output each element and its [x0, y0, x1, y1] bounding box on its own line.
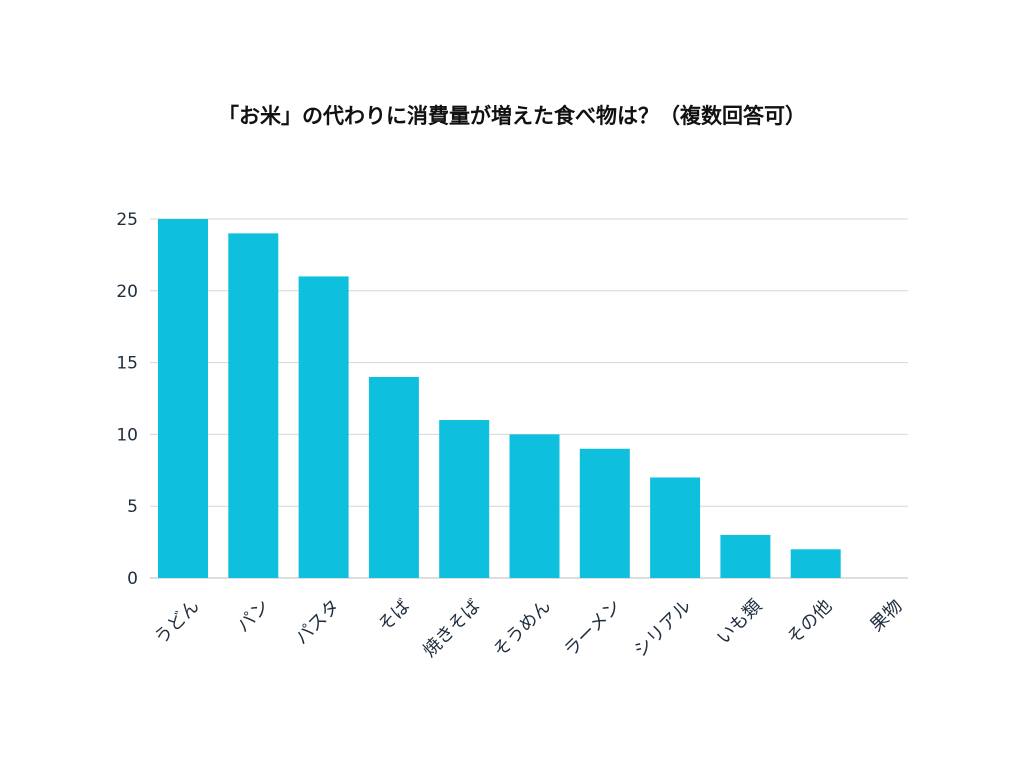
bar: [790, 549, 841, 578]
bar: [509, 434, 560, 578]
x-axis-labels: うどん パン パスタ そば 焼きそば そうめん ラーメン シリアル いも類 その他 果物: [151, 596, 907, 662]
y-tick-label: 15: [116, 354, 138, 374]
bar: [228, 233, 279, 579]
bar: [720, 534, 771, 578]
y-tick-label: 25: [116, 210, 138, 230]
x-tick-label: 焼きそば: [419, 596, 485, 662]
bar: [439, 420, 490, 578]
bar: [650, 477, 701, 578]
y-tick-label: 5: [127, 497, 138, 517]
y-tick-label: 0: [127, 569, 138, 589]
x-tick-label: いも類: [713, 596, 766, 649]
y-axis-ticks: 0 5 10 15 20 25: [116, 210, 138, 589]
x-tick-label: 果物: [866, 596, 906, 636]
bar: [298, 276, 349, 578]
x-tick-label: そうめん: [489, 596, 555, 662]
x-tick-label: シリアル: [630, 596, 696, 662]
bars: [158, 219, 841, 579]
x-tick-label: うどん: [151, 596, 204, 649]
x-tick-label: ラーメン: [560, 596, 625, 661]
x-tick-label: パン: [233, 596, 274, 637]
y-tick-label: 20: [116, 282, 138, 302]
x-tick-label: その他: [783, 596, 836, 649]
bar: [158, 219, 208, 578]
y-tick-label: 10: [116, 425, 138, 445]
x-tick-label: パスタ: [291, 596, 344, 649]
x-tick-label: そば: [374, 596, 414, 636]
bar: [368, 376, 419, 578]
chart-title: 「お米」の代わりに消費量が増えた食べ物は？（複数回答可）: [218, 104, 806, 128]
bar: [579, 448, 630, 578]
